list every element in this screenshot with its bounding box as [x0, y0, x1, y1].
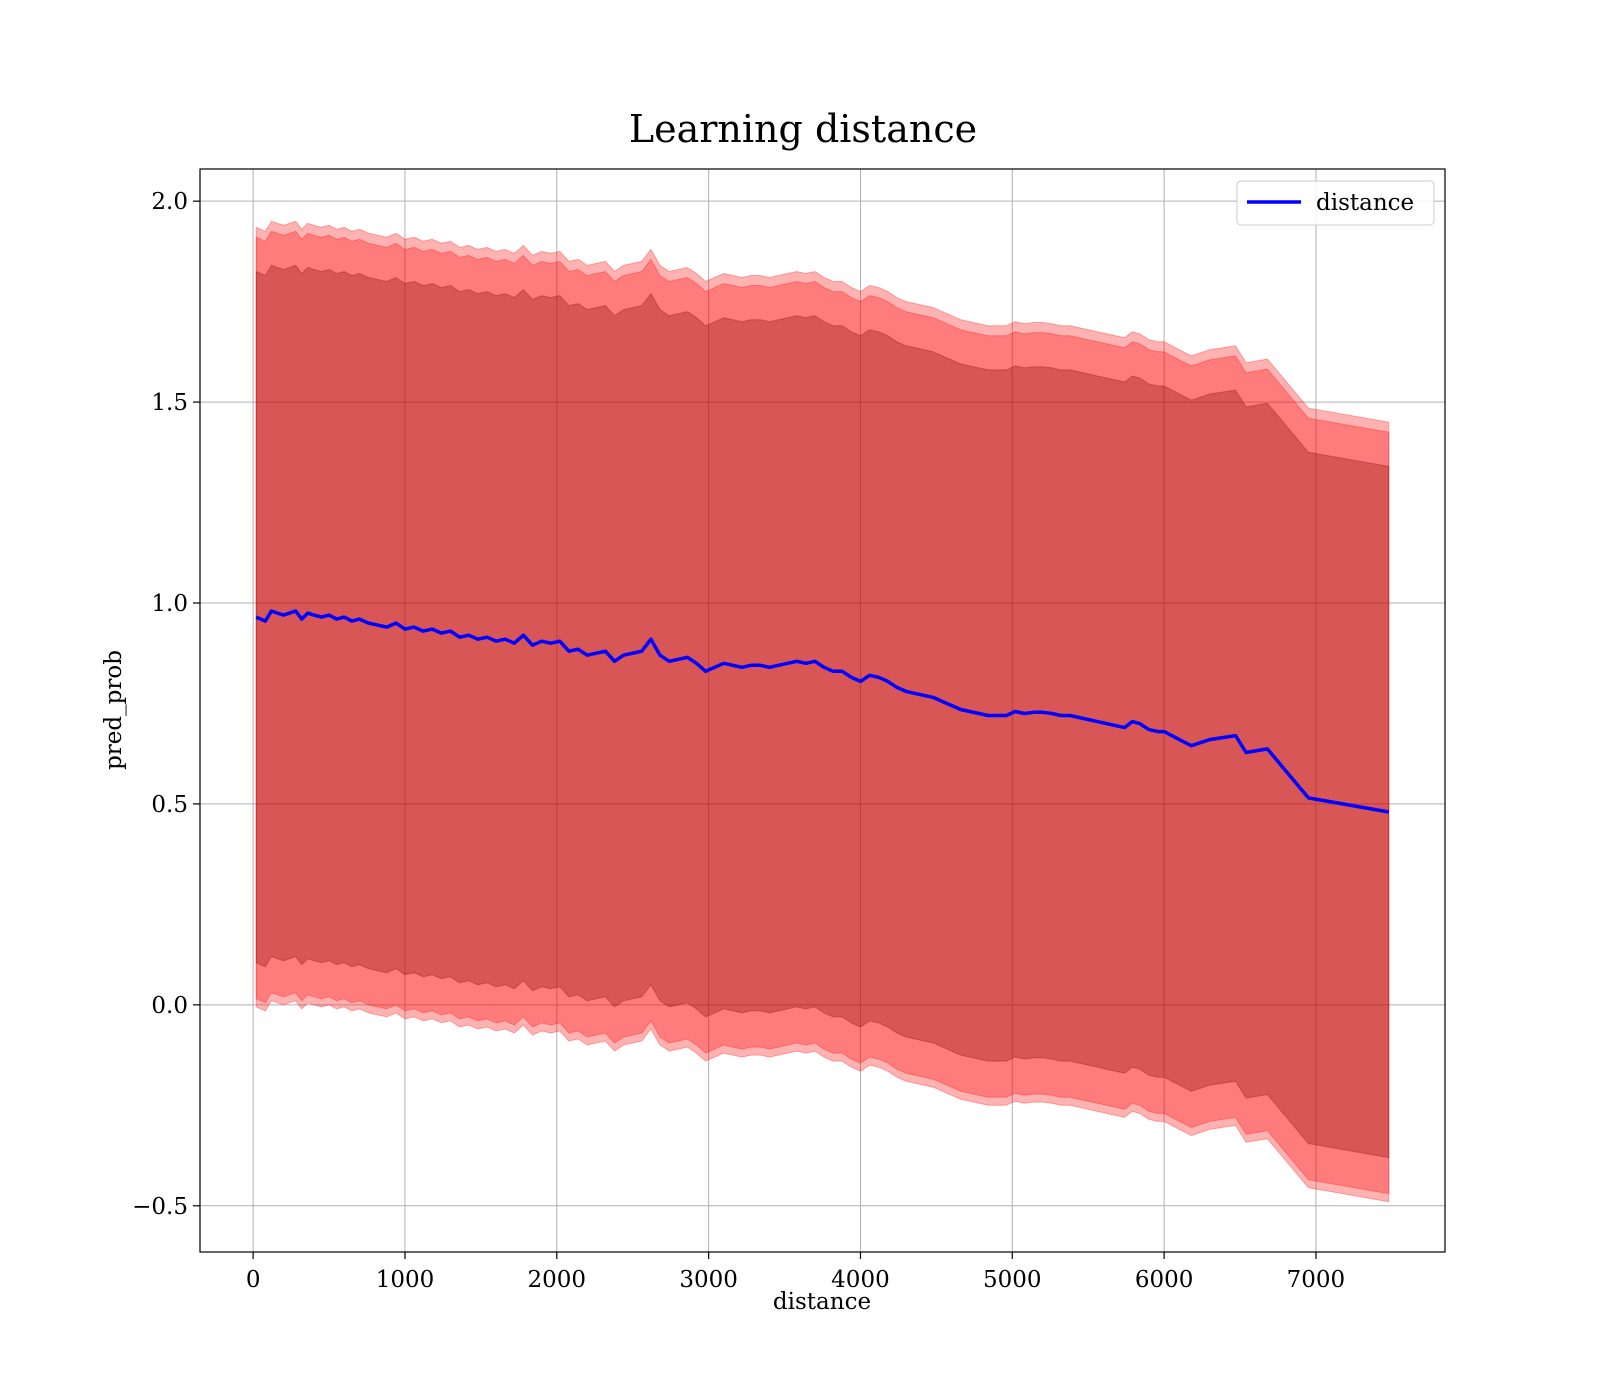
- confidence-band-outer: [255, 220, 1390, 1203]
- x-tick-label: 7000: [1287, 1267, 1346, 1293]
- y-tick-label: 0.5: [151, 792, 188, 818]
- confidence-band-middle: [255, 230, 1390, 1195]
- y-tick-label: 0.0: [151, 993, 188, 1019]
- y-axis-label: pred_prob: [101, 650, 127, 770]
- y-tick-label: 2.0: [151, 189, 188, 215]
- legend-label-distance: distance: [1316, 190, 1414, 216]
- x-axis-ticks: 0 1000 2000 3000 4000 5000 6000 7000: [246, 1252, 1345, 1293]
- confidence-band-inner: [255, 264, 1390, 1159]
- x-tick-label: 3000: [679, 1267, 738, 1293]
- series-lines: [255, 609, 1390, 814]
- series-line-distance: [255, 609, 1390, 814]
- x-tick-label: 4000: [831, 1267, 890, 1293]
- confidence-bands: [255, 220, 1390, 1203]
- plot-frame: [199, 168, 1446, 1253]
- grid-lines: [200, 169, 1445, 1252]
- x-tick-label: 2000: [528, 1267, 587, 1293]
- x-axis-label: distance: [773, 1289, 871, 1315]
- x-tick-label: 1000: [376, 1267, 435, 1293]
- y-tick-label: −0.5: [132, 1194, 188, 1220]
- y-axis-ticks: −0.5 0.0 0.5 1.0 1.5 2.0: [132, 189, 200, 1220]
- chart-title: Learning distance: [629, 107, 977, 151]
- y-tick-label: 1.0: [151, 591, 188, 617]
- legend-box: [1236, 180, 1435, 226]
- y-tick-label: 1.5: [151, 390, 188, 416]
- x-tick-label: 5000: [983, 1267, 1042, 1293]
- x-tick-label: 6000: [1135, 1267, 1194, 1293]
- legend: distance: [1236, 180, 1435, 226]
- x-tick-label: 0: [246, 1267, 261, 1293]
